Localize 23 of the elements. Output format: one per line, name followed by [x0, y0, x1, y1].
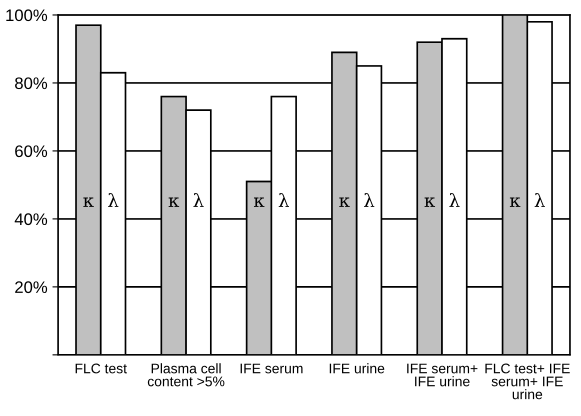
- text: λ: [278, 193, 289, 207]
- x-tick-label: Plasma cell content >5%: [148, 363, 224, 386]
- y-tick-label: 60%: [15, 145, 48, 158]
- text: λ: [449, 193, 460, 207]
- y-tick-label: 40%: [14, 213, 48, 226]
- x-tick-label: FLC test+ IFE serum+ IFE urine: [485, 364, 570, 400]
- text: λ: [108, 193, 118, 207]
- x-tick-label: IFE urine: [330, 363, 384, 374]
- x-tick-label: FLC test: [76, 364, 127, 374]
- text: κ: [83, 198, 94, 207]
- text: κ: [424, 198, 436, 207]
- x-tick-label: IFE serum+ IFE urine: [407, 364, 478, 386]
- y-tick-label: 100%: [6, 9, 48, 22]
- y-tick-label: 20%: [15, 281, 48, 294]
- y-tick-label: 80%: [15, 77, 48, 90]
- series-label: λ: [534, 193, 545, 207]
- text: κ: [339, 198, 350, 207]
- text: κ: [254, 198, 264, 207]
- text: λ: [193, 193, 204, 207]
- series-label: κ: [510, 198, 520, 207]
- text: λ: [364, 193, 374, 207]
- text: κ: [168, 198, 180, 207]
- x-tick-label: IFE serum: [240, 364, 302, 374]
